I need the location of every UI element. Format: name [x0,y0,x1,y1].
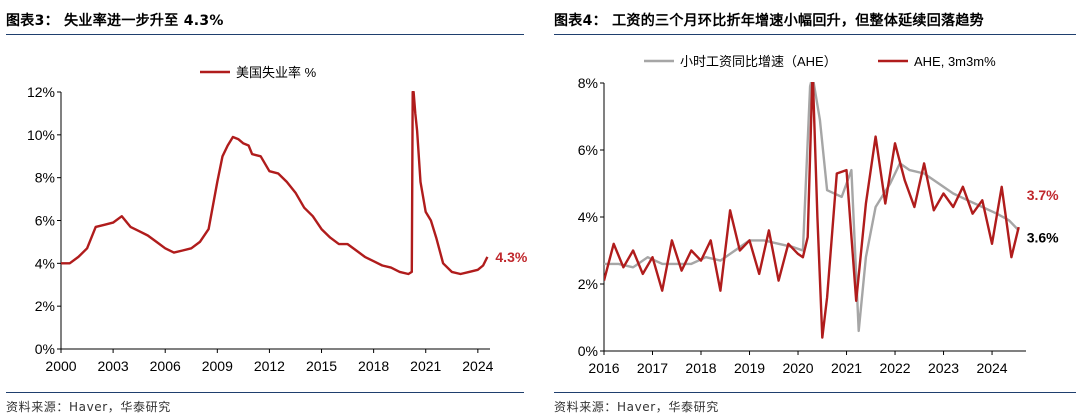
x-tick-label: 2015 [306,358,337,374]
right-title-rule [554,34,1076,35]
unemployment-line-chart: 0% 2% 4% 6% 8% 10% 12% 2000 2003 2006 2009 2012 2015… [27,65,528,374]
y-tick-label: 10% [27,127,55,143]
series-line [61,91,489,276]
x-tick-label: 2021 [410,358,441,374]
right-source-note: 资料来源：Haver，华泰研究 [554,400,719,414]
y-tick-label: 0% [578,343,598,359]
left-chart-title: 图表3： 失业率进一步升至 4.3% [6,13,224,29]
y-tick-label: 6% [578,142,598,158]
x-tick-label: 2003 [98,358,129,374]
left-chart-panel: 图表3： 失业率进一步升至 4.3% 0% 2% 4% 6% 8% 10% 12% 2000 2… [0,0,528,419]
legend-label: 小时工资同比增速（AHE） [680,54,837,69]
x-tick-label: 2020 [782,360,813,376]
right-chart-panel: 图表4： 工资的三个月环比折年增速小幅回升，但整体延续回落趋势 0% 2% 4% 6%… [548,0,1080,419]
end-value-label: 3.6% [1027,229,1059,245]
x-tick-label: 2018 [685,360,716,376]
x-tick-label: 2017 [637,360,668,376]
left-source-rule [6,392,524,393]
x-tick-label: 2009 [202,358,233,374]
right-source-rule [554,392,1076,393]
series-line [604,82,1020,339]
end-value-label: 3.7% [1027,187,1059,203]
y-tick-label: 6% [35,213,55,229]
legend-label: 美国失业率 % [236,65,317,80]
legend-label: AHE, 3m3m% [914,54,996,69]
right-chart-title: 图表4： 工资的三个月环比折年增速小幅回升，但整体延续回落趋势 [554,13,984,29]
left-title-rule [6,34,524,35]
y-tick-label: 8% [35,170,55,186]
end-value-label: 4.3% [495,249,527,265]
x-tick-label: 2006 [150,358,181,374]
series-line [604,82,1020,333]
x-tick-label: 2016 [588,360,619,376]
plot-area [61,91,489,276]
y-tick-label: 4% [578,209,598,225]
y-tick-label: 4% [35,255,55,271]
x-tick-label: 2000 [45,358,76,374]
y-tick-label: 8% [578,75,598,91]
x-tick-label: 2019 [734,360,765,376]
x-tick-label: 2018 [358,358,389,374]
y-tick-label: 2% [35,298,55,314]
plot-area [604,82,1020,339]
left-source-note: 资料来源：Haver，华泰研究 [6,400,171,414]
x-tick-label: 2023 [928,360,959,376]
x-tick-label: 2022 [879,360,910,376]
x-tick-label: 2012 [254,358,285,374]
y-tick-label: 2% [578,276,598,292]
wage-growth-line-chart: 0% 2% 4% 6% 8% 2016 2017 2018 2019 2020 2021 2022 20… [578,54,1059,376]
y-tick-label: 0% [35,341,55,357]
x-tick-label: 2021 [831,360,862,376]
y-tick-label: 12% [27,84,55,100]
x-tick-label: 2024 [976,360,1007,376]
x-tick-label: 2024 [462,358,493,374]
